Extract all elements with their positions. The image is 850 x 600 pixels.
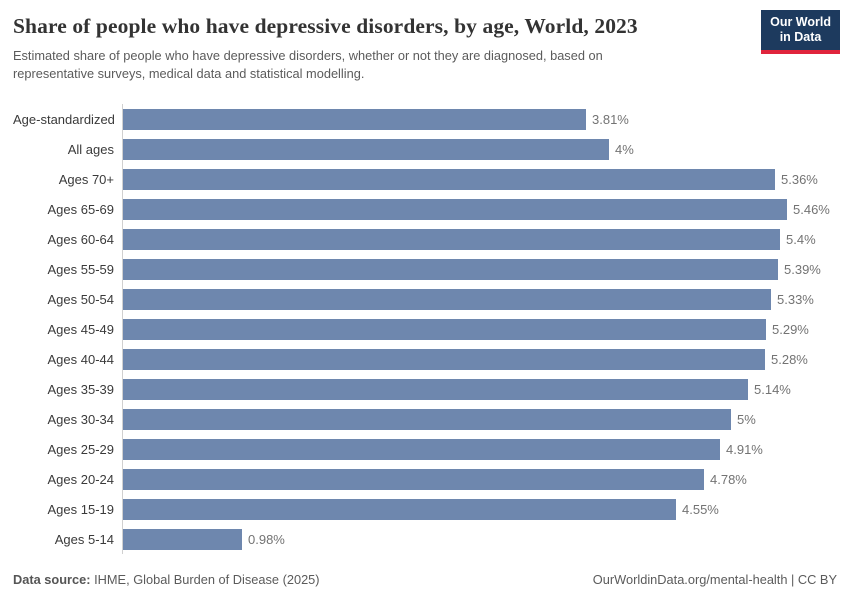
value-label: 4% — [615, 141, 634, 157]
bar-track: 5.46% — [122, 194, 837, 224]
bar-track: 3.81% — [122, 104, 837, 134]
category-label: Ages 70+ — [58, 171, 114, 187]
bar — [123, 288, 771, 310]
bar-row: All ages 4% — [13, 134, 837, 164]
category-label: Age-standardized — [13, 111, 115, 127]
value-label: 5.39% — [784, 261, 821, 277]
owid-logo-line-1: Our World — [770, 15, 831, 29]
category-label: Ages 40-44 — [47, 351, 115, 367]
bar — [123, 348, 765, 370]
bar — [123, 108, 586, 130]
bar — [123, 438, 720, 460]
chart-subtitle-line-2: representative surveys, medical data and… — [13, 65, 365, 81]
value-label: 0.98% — [248, 531, 285, 547]
bar — [123, 138, 609, 160]
bar-row: Ages 30-34 5% — [13, 404, 837, 434]
bar — [123, 318, 766, 340]
bar-track: 4.91% — [122, 434, 837, 464]
value-label: 5.29% — [772, 321, 809, 337]
value-label: 5.46% — [793, 201, 830, 217]
bar — [123, 498, 676, 520]
bar-track: 5.29% — [122, 314, 837, 344]
bar-row: Ages 45-49 5.29% — [13, 314, 837, 344]
bar-row: Ages 15-19 4.55% — [13, 494, 837, 524]
category-label: Ages 50-54 — [47, 291, 115, 307]
chart-subtitle-line-1: Estimated share of people who have depre… — [13, 47, 603, 63]
bar — [123, 408, 731, 430]
value-label: 4.55% — [682, 501, 719, 517]
bar-row: Ages 55-59 5.39% — [13, 254, 837, 284]
bar-row: Ages 20-24 4.78% — [13, 464, 837, 494]
bar — [123, 168, 775, 190]
bar — [123, 468, 704, 490]
bar — [123, 198, 787, 220]
value-label: 5.14% — [754, 381, 791, 397]
bar-row: Ages 5-14 0.98% — [13, 524, 837, 554]
chart-header: Share of people who have depressive diso… — [0, 0, 850, 83]
value-label: 5% — [737, 411, 756, 427]
value-label: 5.4% — [786, 231, 816, 247]
bar-row: Ages 35-39 5.14% — [13, 374, 837, 404]
value-label: 5.33% — [777, 291, 814, 307]
bar-track: 5.33% — [122, 284, 837, 314]
chart-title: Share of people who have depressive diso… — [13, 14, 638, 38]
category-label: Ages 30-34 — [47, 411, 115, 427]
bar-row: Ages 25-29 4.91% — [13, 434, 837, 464]
bar-track: 4.78% — [122, 464, 837, 494]
data-source-note: Data source: IHME, Global Burden of Dise… — [13, 572, 320, 587]
category-label: Ages 25-29 — [47, 441, 115, 457]
value-label: 5.28% — [771, 351, 808, 367]
bar — [123, 228, 780, 250]
bar-track: 5.4% — [122, 224, 837, 254]
chart-subtitle: Estimated share of people who have depre… — [13, 47, 837, 83]
category-label: Ages 60-64 — [47, 231, 115, 247]
value-label: 5.36% — [781, 171, 818, 187]
category-label: Ages 35-39 — [47, 381, 115, 397]
bar-track: 4.55% — [122, 494, 837, 524]
bar-track: 5% — [122, 404, 837, 434]
bar — [123, 528, 242, 550]
bar-row: Age-standardized 3.81% — [13, 104, 837, 134]
chart-footer: Data source: IHME, Global Burden of Dise… — [13, 572, 837, 587]
category-label: Ages 15-19 — [47, 501, 115, 517]
owid-logo-line-2: in Data — [779, 29, 822, 44]
category-label: Ages 5-14 — [54, 531, 114, 547]
data-source-label: Data source: — [13, 572, 91, 587]
bar-chart: Age-standardized 3.81% All ages 4% Ages 70+ 5… — [13, 104, 837, 554]
category-label: Ages 65-69 — [47, 201, 115, 217]
bar-track: 5.39% — [122, 254, 837, 284]
bar-row: Ages 50-54 5.33% — [13, 284, 837, 314]
bar — [123, 258, 778, 280]
bar-track: 4% — [122, 134, 837, 164]
bar-track: 5.36% — [122, 164, 837, 194]
value-label: 4.78% — [710, 471, 747, 487]
bar-track: 5.28% — [122, 344, 837, 374]
category-label: Ages 20-24 — [47, 471, 115, 487]
bar-track: 5.14% — [122, 374, 837, 404]
bar-row: Ages 40-44 5.28% — [13, 344, 837, 374]
category-label: All ages — [67, 141, 114, 157]
category-label: Ages 45-49 — [47, 321, 115, 337]
bar-row: Ages 65-69 5.46% — [13, 194, 837, 224]
data-source-text: IHME, Global Burden of Disease (2025) — [90, 572, 320, 587]
owid-logo: Our World in Data — [761, 10, 840, 54]
value-label: 3.81% — [592, 111, 629, 127]
category-label: Ages 55-59 — [47, 261, 115, 277]
value-label: 4.91% — [726, 441, 763, 457]
bar-row: Ages 60-64 5.4% — [13, 224, 837, 254]
bar-row: Ages 70+ 5.36% — [13, 164, 837, 194]
bar-track: 0.98% — [122, 524, 837, 554]
bar — [123, 378, 748, 400]
credit-link: OurWorldinData.org/mental-health | CC BY — [592, 572, 837, 587]
